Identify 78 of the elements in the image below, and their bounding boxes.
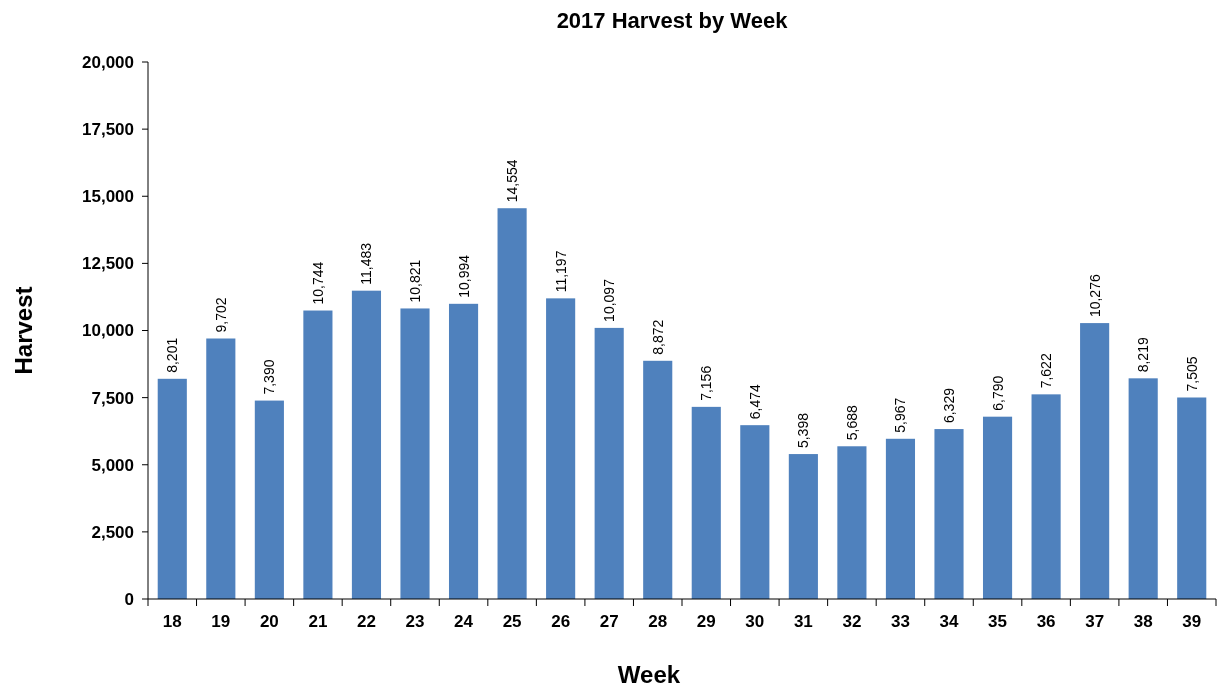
data-label: 7,390 [261, 359, 278, 395]
y-tick-label: 7,500 [91, 388, 134, 408]
x-tick-label: 24 [454, 612, 474, 631]
bar [1177, 397, 1207, 599]
x-tick-label: 26 [551, 612, 571, 631]
data-label: 10,097 [601, 278, 618, 322]
bar [351, 290, 382, 599]
bar [691, 406, 721, 599]
data-label: 10,821 [407, 259, 423, 303]
data-label: 6,329 [941, 387, 957, 424]
x-tick-label: 22 [356, 612, 376, 631]
data-label: 6,474 [746, 383, 763, 420]
bar [885, 438, 916, 599]
bar [254, 400, 284, 599]
x-tick-label: 35 [988, 612, 1008, 631]
data-label: 7,505 [1183, 356, 1200, 392]
x-tick-label: 20 [259, 612, 279, 631]
data-label: 5,688 [843, 405, 860, 441]
x-tick-label: 29 [696, 612, 716, 631]
data-label: 14,554 [504, 159, 521, 203]
x-tick-label: 39 [1182, 612, 1202, 631]
y-tick-label: 10,000 [82, 321, 134, 341]
bar [448, 303, 479, 599]
data-label: 8,872 [649, 319, 666, 355]
y-axis-title: Harvest [10, 286, 37, 375]
x-tick-label: 34 [939, 612, 959, 631]
y-tick-label: 15,000 [82, 187, 134, 207]
x-tick-label: 23 [405, 612, 425, 631]
bar [788, 454, 818, 599]
data-label: 5,398 [795, 412, 812, 449]
data-label: 11,483 [358, 242, 375, 285]
bar [1128, 378, 1158, 599]
y-tick-label: 5,000 [91, 455, 134, 475]
data-label: 10,994 [455, 254, 472, 298]
x-tick-label: 38 [1133, 612, 1153, 631]
bar [497, 208, 527, 599]
chart-title: 2017 Harvest by Week [556, 8, 789, 33]
x-tick-label: 32 [842, 612, 862, 631]
bar [546, 298, 576, 599]
bar [1080, 323, 1110, 599]
x-tick-label: 27 [599, 612, 619, 631]
x-tick-label: 33 [890, 612, 910, 631]
y-tick-label: 17,500 [82, 120, 134, 140]
data-label: 11,197 [552, 250, 569, 293]
bar [740, 425, 770, 599]
y-tick-label: 12,500 [82, 254, 134, 274]
data-label: 7,622 [1038, 353, 1055, 389]
bar [1031, 394, 1061, 599]
x-tick-label: 36 [1036, 612, 1056, 631]
y-tick-label: 0 [124, 589, 134, 609]
y-tick-label: 20,000 [82, 52, 134, 72]
data-label: 10,276 [1086, 274, 1103, 318]
x-tick-label: 37 [1085, 612, 1105, 631]
bar [303, 310, 333, 599]
x-tick-label: 25 [502, 612, 522, 631]
x-axis-title: Week [617, 661, 681, 688]
data-label: 8,219 [1135, 337, 1152, 373]
bar [982, 416, 1013, 599]
bar [837, 446, 867, 599]
bar [400, 308, 430, 599]
x-tick-label: 19 [211, 612, 231, 631]
data-label: 10,744 [309, 261, 326, 305]
bar [157, 378, 187, 599]
data-label: 5,967 [892, 397, 909, 433]
x-tick-label: 28 [648, 612, 668, 631]
bar [594, 327, 624, 599]
x-tick-label: 31 [793, 612, 813, 631]
x-tick-label: 30 [745, 612, 765, 631]
data-label: 7,156 [698, 365, 715, 401]
data-label: 9,702 [212, 297, 229, 333]
data-label: 8,201 [164, 337, 181, 373]
bar [643, 360, 673, 599]
x-tick-label: 21 [308, 612, 328, 631]
bar [206, 338, 236, 599]
y-tick-label: 2,500 [91, 522, 134, 542]
x-tick-label: 18 [162, 612, 182, 631]
bar [934, 429, 964, 599]
data-label: 6,790 [989, 375, 1006, 411]
